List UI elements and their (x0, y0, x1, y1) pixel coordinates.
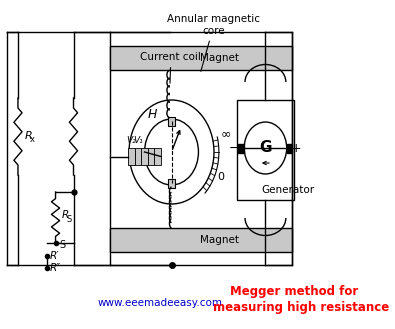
Bar (287, 143, 292, 153)
Text: ∞: ∞ (220, 128, 231, 140)
Text: +: + (290, 141, 301, 155)
Bar (128, 148, 135, 165)
Text: R: R (61, 211, 68, 220)
Text: V₂: V₂ (127, 136, 136, 145)
Text: V₁: V₁ (133, 136, 143, 145)
Text: S: S (60, 240, 66, 250)
Text: −: − (229, 141, 240, 155)
Bar (110, 228, 292, 252)
Text: x: x (29, 136, 34, 144)
Text: G: G (259, 140, 272, 156)
Bar (110, 46, 292, 70)
Text: Current coil: Current coil (141, 52, 201, 83)
Text: R: R (24, 131, 32, 141)
Bar (154, 148, 161, 165)
Bar (239, 143, 244, 153)
Text: H: H (147, 109, 156, 121)
Text: R″: R″ (50, 263, 61, 273)
Text: www.eeemadeeasy.com: www.eeemadeeasy.com (98, 298, 223, 308)
Bar (237, 100, 294, 200)
Text: Megger method for: Megger method for (230, 285, 359, 297)
Bar (135, 148, 141, 165)
Bar (141, 148, 148, 165)
Text: measuring high resistance: measuring high resistance (213, 301, 389, 315)
Bar (148, 148, 154, 165)
Text: R′: R′ (50, 251, 59, 261)
Text: Magnet: Magnet (200, 235, 239, 245)
Bar (168, 116, 175, 125)
Text: 0: 0 (217, 172, 224, 182)
Text: S: S (66, 215, 71, 224)
Bar (168, 179, 175, 188)
Bar (110, 32, 292, 265)
Text: Annular magnetic
core: Annular magnetic core (167, 14, 260, 71)
Text: Magnet: Magnet (200, 53, 239, 63)
Text: Generator: Generator (262, 185, 315, 195)
